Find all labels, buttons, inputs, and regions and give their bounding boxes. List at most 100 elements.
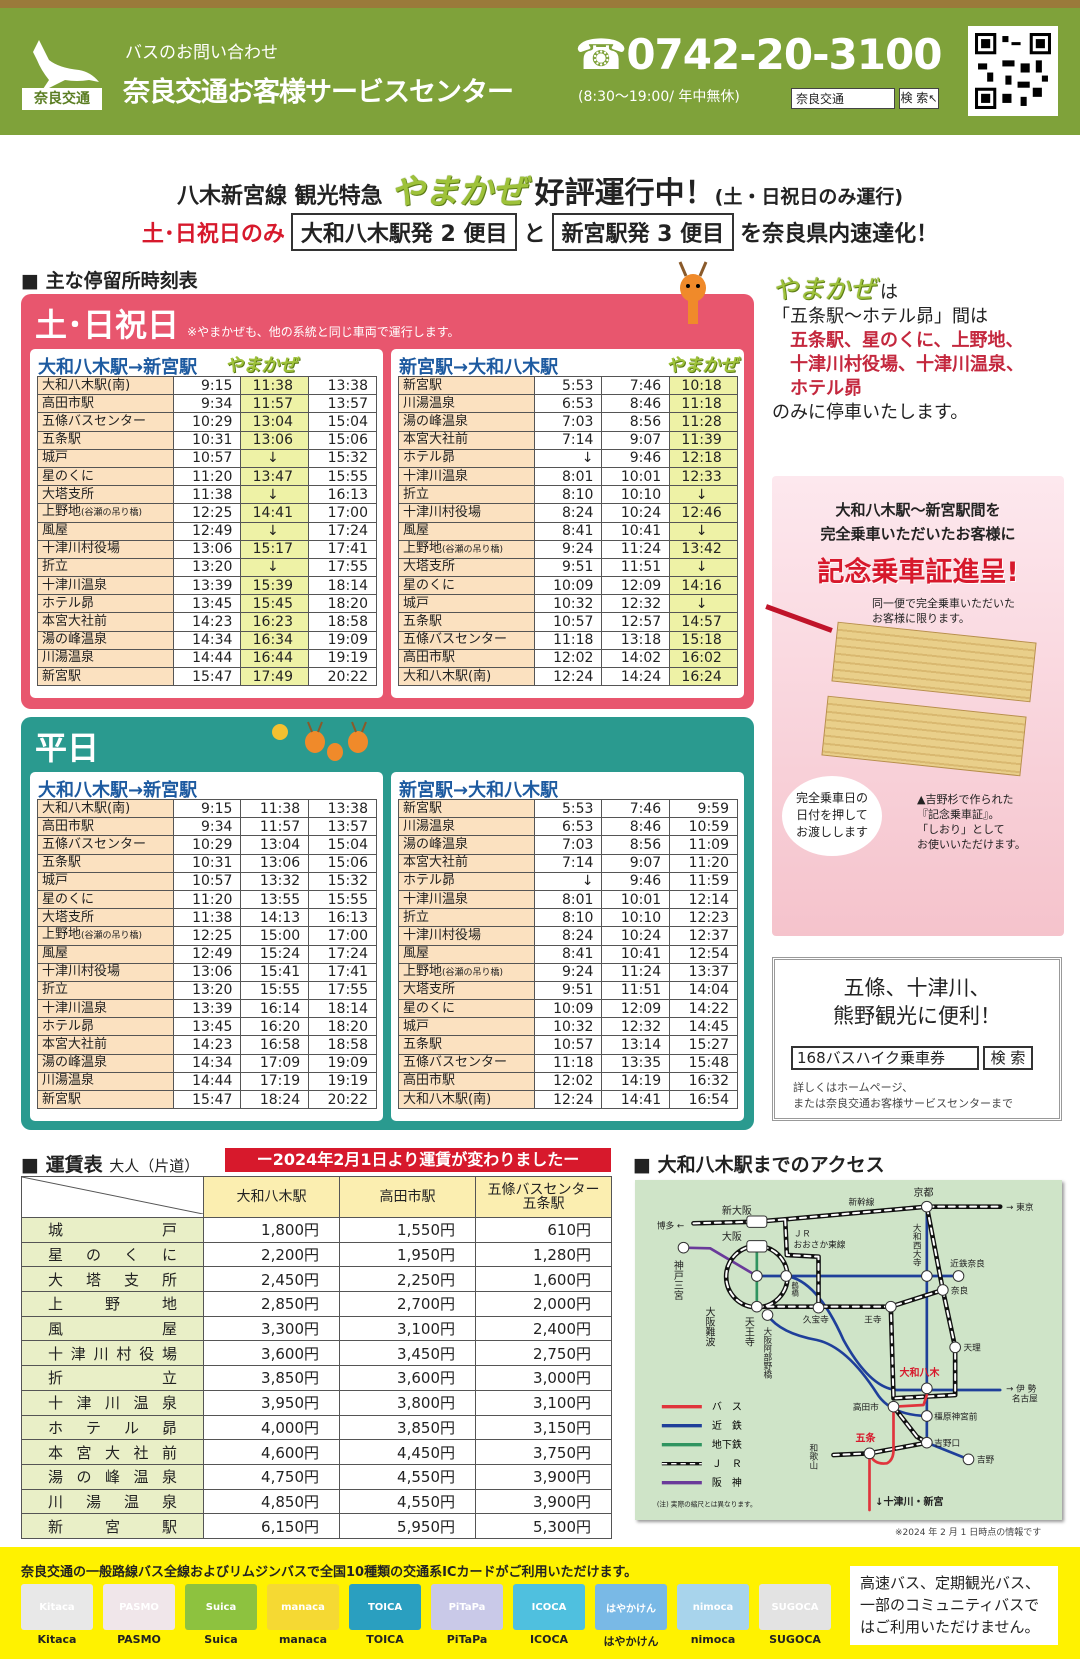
fare-value: 3,150円 — [475, 1414, 612, 1441]
fare-station: 十 津 川 村 役 場 — [21, 1340, 204, 1367]
departure-time: 15:45 — [240, 594, 310, 614]
svg-text:久宝寺: 久宝寺 — [803, 1314, 829, 1326]
departure-time: 12:02 — [533, 1071, 603, 1092]
deer-family-mascot-icon — [272, 721, 368, 761]
station-name: 十津川村役場 — [398, 503, 535, 523]
departure-time: 12:23 — [669, 908, 738, 928]
table-row: 上野地(谷瀬の吊り橋) 12:25 14:41 17:00 — [37, 503, 377, 523]
departure-time: 8:01 — [533, 889, 603, 910]
departure-time: 16:20 — [240, 1017, 310, 1037]
departure-time: 15:17 — [240, 539, 310, 559]
station-name: 折立 — [398, 485, 535, 505]
departure-time: 14:23 — [172, 1035, 242, 1055]
hike-search-input[interactable]: 168バスハイク乗車券 — [791, 1046, 979, 1070]
departure-time: 9:15 — [172, 798, 242, 819]
svg-text:吉野口: 吉野口 — [934, 1438, 960, 1449]
departure-time: 11:51 — [601, 557, 671, 578]
departure-time: 10:24 — [601, 926, 671, 946]
departure-time: 11:18 — [533, 630, 603, 650]
station-name: 上野地(谷瀬の吊り橋) — [37, 926, 174, 946]
station-name: 川湯温泉 — [398, 817, 535, 837]
table-row: 高田市駅 12:02 14:19 16:32 — [398, 1071, 738, 1092]
fare-row: 風 屋 3,300円 3,100円 2,400円 — [21, 1315, 612, 1342]
table-row: 十津川温泉 8:01 10:01 12:14 — [398, 889, 738, 910]
station-name: ホテル昴 — [37, 1017, 174, 1037]
table-row: 湯の峰温泉 14:34 17:09 19:09 — [37, 1053, 377, 1073]
station-name: 折立 — [37, 557, 174, 578]
fare-value: 2,700円 — [339, 1291, 476, 1317]
departure-time: 15:00 — [240, 926, 310, 946]
departure-time: 17:19 — [240, 1071, 310, 1092]
ic-card-nimoca: nimoca — [677, 1584, 749, 1630]
svg-text:天王寺: 天王寺 — [742, 1317, 754, 1347]
table-row: ホテル昴 ↓ 9:46 12:18 — [398, 448, 738, 468]
departure-time: 15:55 — [240, 980, 310, 1001]
svg-text:天理: 天理 — [964, 1343, 982, 1354]
departure-time: 11:20 — [172, 466, 242, 487]
departure-time: 14:19 — [601, 1071, 671, 1092]
departure-time: 19:19 — [308, 1071, 377, 1092]
departure-time: 11:57 — [240, 394, 310, 414]
ic-not-usable-note: 高速バス、定期観光バス、一部のコミュニティバスではご利用いただけません。 — [850, 1566, 1058, 1645]
telephone-icon: ☎ — [575, 30, 627, 79]
table-row: 風屋 8:41 10:41 ↓ — [398, 521, 738, 541]
table-row: 大和八木駅(南) 9:15 11:38 13:38 — [37, 798, 377, 819]
ic-card-text: 奈良交通の一般路線バス全線およびリムジンバスで全国10種類の交通系ICカードがご… — [21, 1565, 638, 1580]
departure-time: 8:24 — [533, 503, 603, 523]
table-row: 本宮大社前 14:23 16:58 18:58 — [37, 1035, 377, 1055]
svg-text:新幹線: 新幹線 — [849, 1196, 875, 1208]
table-row: 十津川村役場 13:06 15:41 17:41 — [37, 962, 377, 982]
departure-time: 14:45 — [669, 1017, 738, 1037]
access-map: 京都 新大阪 大阪 博多 ← → 東京 新幹線 ＪＲ おおさか東線 神戸三宮 大… — [635, 1180, 1062, 1520]
legend-label: 阪 神 — [712, 1476, 742, 1489]
ic-card-label: manaca — [278, 1633, 328, 1646]
station-name: 城戸 — [37, 871, 174, 891]
table-row: 十津川温泉 13:39 15:39 18:14 — [37, 576, 377, 596]
header: 奈良交通 バスのお問い合わせ 奈良交通お客様サービスセンター ☎0742-20-… — [0, 8, 1080, 135]
table-row: 十津川村役場 8:24 10:24 12:46 — [398, 503, 738, 523]
departure-time: 18:14 — [308, 576, 377, 596]
hike-search-button[interactable]: 検 索 — [983, 1046, 1033, 1070]
fare-value: 4,850円 — [203, 1488, 340, 1515]
qr-code[interactable] — [968, 26, 1058, 116]
departure-time: 16:23 — [240, 612, 310, 632]
departure-time: 10:57 — [533, 1035, 603, 1055]
fare-value: 4,450円 — [339, 1439, 476, 1465]
station-name: 新宮駅 — [37, 666, 174, 687]
search-button[interactable]: 検 索↖ — [899, 88, 939, 109]
svg-text:和歌山: 和歌山 — [808, 1443, 818, 1469]
departure-time: 14:34 — [172, 1053, 242, 1073]
fare-station: 十 津 川 温 泉 — [21, 1389, 204, 1416]
departure-time: 10:57 — [172, 448, 242, 468]
station-name: 大和八木駅(南) — [398, 666, 535, 687]
timetable: 大和八木駅(南) 9:15 11:38 13:38 高田市駅 9:34 11:57 13:57… — [37, 798, 377, 1110]
bus-hike-ticket-box: 五條、十津川、 熊野観光に便利！ 168バスハイク乗車券 検 索 詳しくはホームペ… — [772, 957, 1062, 1121]
departure-time: 12:25 — [172, 503, 242, 523]
station-name: 高田市駅 — [398, 1071, 535, 1092]
table-row: 新宮駅 5:53 7:46 9:59 — [398, 798, 738, 819]
fare-row: ホ テ ル 昴 4,000円 3,850円 3,150円 — [21, 1414, 612, 1441]
departure-time: ↓ — [669, 557, 738, 578]
departure-time: 18:14 — [308, 999, 377, 1019]
station-name: 五條バスセンター — [37, 835, 174, 855]
departure-time: 17:24 — [308, 944, 377, 964]
table-row: 五條バスセンター 10:29 13:04 15:04 — [37, 835, 377, 855]
table-row: 十津川温泉 13:39 16:14 18:14 — [37, 999, 377, 1019]
weekday-timetable: 平日 大和八木駅→新宮駅 大和八木駅(南) 9:15 11:38 13:38 高田市駅 9… — [21, 717, 754, 1130]
table-row: 星のくに 11:20 13:47 15:55 — [37, 466, 377, 487]
fare-station: 星 の く に — [21, 1241, 204, 1268]
fare-value: 3,900円 — [475, 1488, 612, 1515]
direction-title: 新宮駅→大和八木駅 — [399, 357, 559, 378]
departure-time: 17:41 — [308, 962, 377, 982]
departure-time: 11:24 — [601, 962, 671, 982]
table-row: 大塔支所 11:38 14:13 16:13 — [37, 908, 377, 928]
fare-value: 3,900円 — [475, 1463, 612, 1490]
phone-number[interactable]: ☎0742-20-3100 — [575, 30, 942, 79]
departure-time: 14:22 — [669, 999, 738, 1019]
departure-time: 10:31 — [172, 430, 242, 450]
search-input[interactable]: 奈良交通 — [791, 88, 895, 109]
departure-time: 16:58 — [240, 1035, 310, 1055]
station-name: 川湯温泉 — [37, 648, 174, 669]
station-name: 星のくに — [37, 889, 174, 910]
